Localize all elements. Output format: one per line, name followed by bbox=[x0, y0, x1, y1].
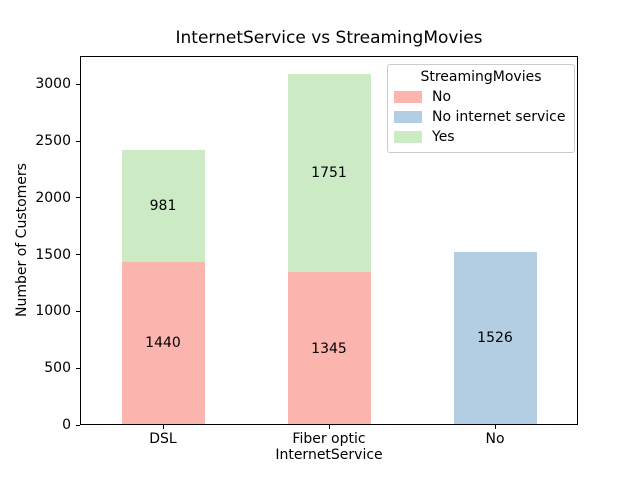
chart-title: InternetService vs StreamingMovies bbox=[175, 28, 483, 48]
x-tick-mark bbox=[162, 425, 164, 429]
x-tick-label: DSL bbox=[149, 431, 177, 447]
legend-item: No internet service bbox=[394, 107, 568, 127]
legend-item-label: No bbox=[432, 89, 452, 105]
bar-value-label: 1345 bbox=[311, 340, 347, 357]
x-axis-label: InternetService bbox=[275, 447, 383, 463]
y-tick-mark bbox=[76, 197, 80, 199]
y-tick-label: 500 bbox=[44, 360, 71, 377]
legend-item-label: Yes bbox=[432, 129, 455, 145]
legend-item-label: No internet service bbox=[432, 109, 566, 125]
legend-swatch bbox=[394, 111, 422, 123]
legend-item: Yes bbox=[394, 127, 568, 147]
y-tick-mark bbox=[76, 424, 80, 426]
bar-value-label: 1526 bbox=[477, 330, 513, 347]
y-tick-mark bbox=[76, 367, 80, 369]
y-tick-mark bbox=[76, 140, 80, 142]
bar-segment-no-internet-service bbox=[453, 251, 537, 425]
y-tick-mark bbox=[76, 254, 80, 256]
bar-segment-yes bbox=[287, 73, 371, 273]
x-tick-mark bbox=[494, 425, 496, 429]
legend-items: No No internet service Yes bbox=[394, 87, 568, 147]
y-tick-label: 1000 bbox=[35, 303, 71, 320]
bar-value-label: 981 bbox=[149, 197, 177, 214]
y-tick-mark bbox=[76, 310, 80, 312]
bar-value-label: 1751 bbox=[311, 164, 347, 181]
y-tick-label: 1500 bbox=[35, 246, 71, 263]
legend: StreamingMovies No No internet service Yes bbox=[387, 64, 575, 153]
y-tick-label: 0 bbox=[62, 417, 71, 433]
bar-value-label: 1440 bbox=[145, 335, 181, 352]
x-tick-label: Fiber optic bbox=[292, 431, 366, 447]
legend-swatch bbox=[394, 131, 422, 143]
legend-swatch bbox=[394, 91, 422, 103]
y-tick-label: 2000 bbox=[35, 189, 71, 206]
y-tick-label: 3000 bbox=[35, 76, 71, 93]
y-tick-mark bbox=[76, 83, 80, 85]
legend-title: StreamingMovies bbox=[420, 69, 542, 85]
y-axis-label: Number of Customers bbox=[14, 163, 30, 317]
bar-segment-yes bbox=[121, 150, 205, 262]
y-tick-label: 2500 bbox=[35, 133, 71, 150]
x-tick-label: No bbox=[485, 431, 505, 447]
x-tick-mark bbox=[328, 425, 330, 429]
legend-item: No bbox=[394, 87, 568, 107]
bar-segment-no bbox=[287, 272, 371, 425]
bar-segment-no bbox=[121, 261, 205, 425]
